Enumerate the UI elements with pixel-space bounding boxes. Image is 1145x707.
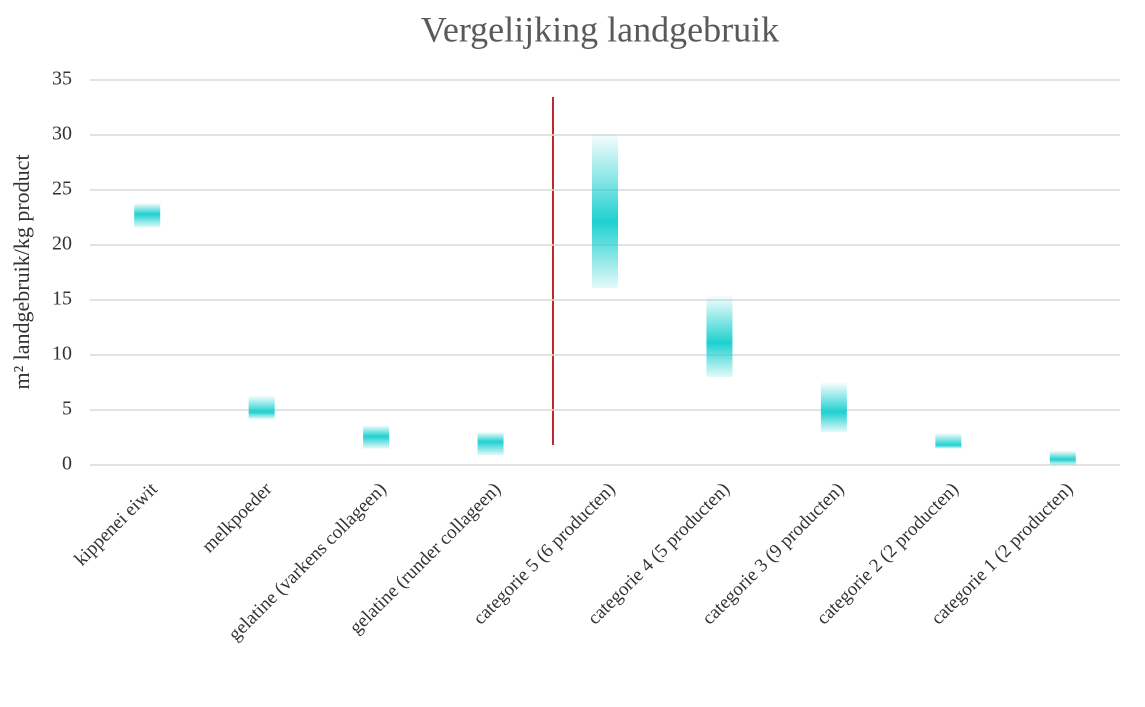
range-bar [820,382,847,432]
y-tick-label: 30 [52,123,72,145]
x-tick-label: melkpoeder [198,478,277,557]
y-tick-label: 20 [52,233,72,255]
y-tick-label: 15 [52,288,72,310]
y-tick-label: 25 [52,178,72,200]
range-bar [248,395,275,419]
x-tick-label: kippenei eiwit [71,478,163,570]
y-tick-label: 5 [62,398,72,420]
y-tick-label: 35 [52,68,72,90]
y-tick-label: 0 [62,453,72,475]
chart-title: Vergelijking landgebruik [421,9,779,49]
range-bar [592,132,618,288]
y-tick-label: 10 [52,343,72,365]
range-bar [477,432,504,456]
y-axis-label: m² landgebruik/kg product [9,154,34,389]
range-bar [935,433,962,449]
range-bar [363,425,390,449]
range-bar [1049,450,1076,465]
range-bar [706,295,733,377]
range-bar [134,203,161,228]
